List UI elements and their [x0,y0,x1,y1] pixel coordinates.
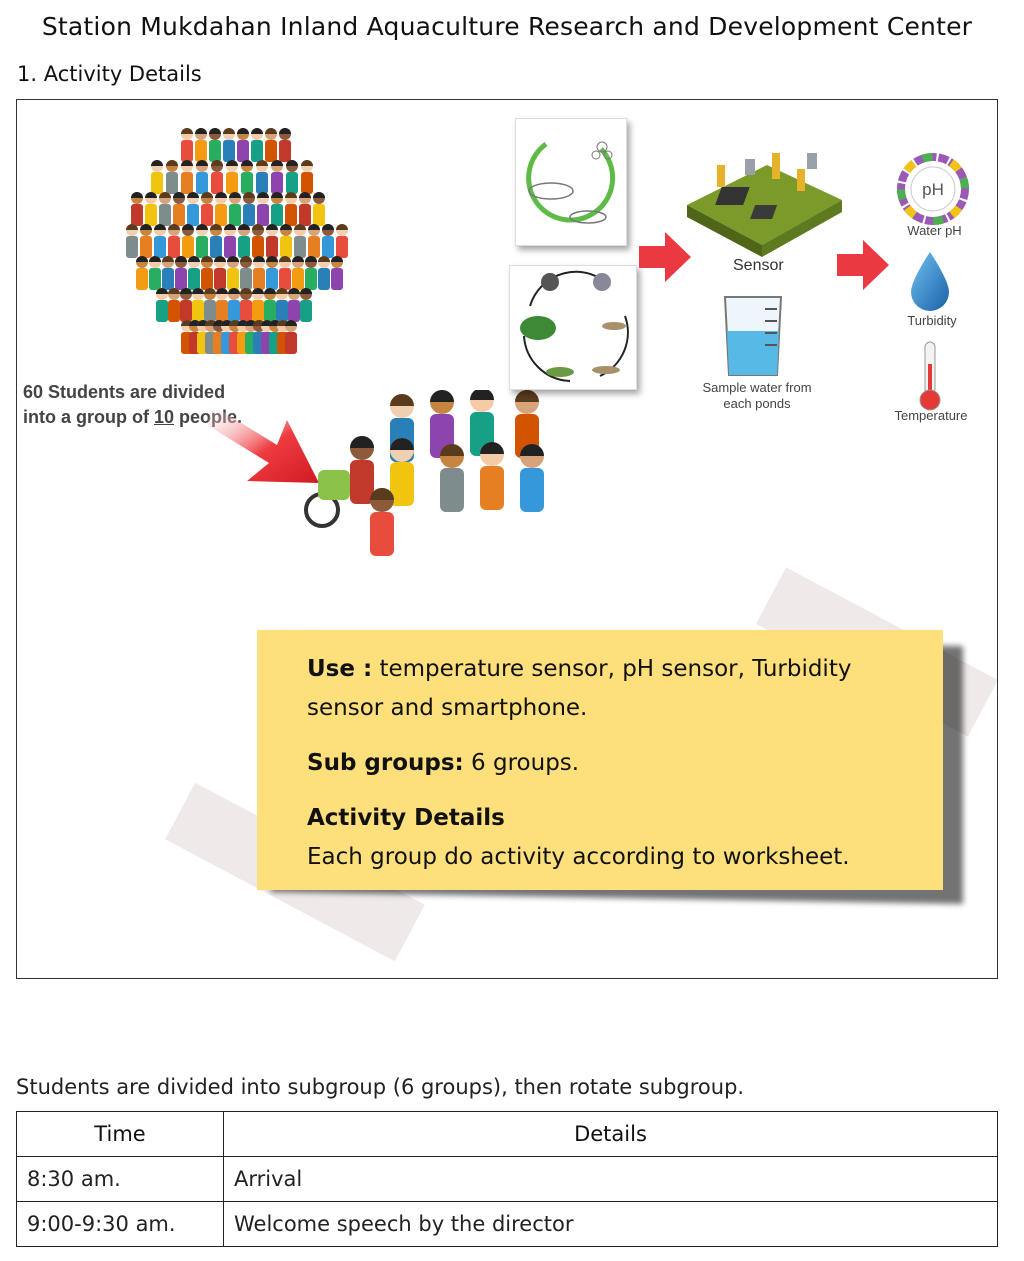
water-beaker-icon [723,296,783,376]
table-header-time: Time [16,1111,224,1157]
water-drop-icon [911,252,949,311]
sensor-board-icon [687,153,842,257]
beaker-caption-line1: Sample water from [702,380,812,395]
red-arrow-icon [639,232,691,282]
big-red-arrow-icon [207,405,319,483]
thermometer-icon [919,341,941,411]
turbidity-label: Turbidity [907,313,957,328]
section-heading: 1. Activity Details [17,62,202,86]
temperature-label: Temperature [894,408,968,423]
beaker-caption-line2: each ponds [723,396,791,411]
note-activity-text: Each group do activity according to work… [307,844,850,870]
sensor-label: Sensor [733,257,784,274]
note-use-text: temperature sensor, pH sensor, Turbidity… [307,656,852,721]
note-use-label: Use : [307,656,373,682]
table-cell-details: Welcome speech by the director [223,1201,998,1247]
note-subgroups: Sub groups: 6 groups. [307,744,907,783]
kids-group-illustration [304,390,544,556]
ph-sensor-icon: pH [897,153,969,225]
table-header-details: Details [223,1111,998,1157]
fish-lifecycle-icon [526,141,616,224]
water-ph-label: Water pH [907,223,962,238]
crowd-caption-line1: 60 Students are divided [23,382,226,402]
table-header-row: Time Details [16,1111,998,1157]
activity-illustration-frame: 60 Students are divided into a group of … [16,99,998,979]
page-title: Station Mukdahan Inland Aquaculture Rese… [41,12,973,41]
frog-lifecycle-icon [520,270,629,382]
fish-lifecycle-card [515,118,627,246]
table-row: 8:30 am. Arrival [16,1156,998,1202]
note-use: Use : temperature sensor, pH sensor, Tur… [307,650,907,728]
sticky-note: Use : temperature sensor, pH sensor, Tur… [257,630,943,890]
schedule-intro: Students are divided into subgroup (6 gr… [16,1075,745,1099]
table-cell-details: Arrival [223,1156,998,1202]
crowd-caption-group-size: 10 [153,407,175,427]
crowd-caption-prefix: into a group of [23,407,154,427]
ph-icon-text: pH [922,180,944,199]
beaker-caption: Sample water from each ponds [697,380,817,412]
red-arrow-icon [837,240,889,290]
note-subgroups-text: 6 groups. [463,750,580,776]
schedule-table: Time Details 8:30 am. Arrival 9:00-9:30 … [16,1111,998,1247]
note-activity: Activity Details Each group do activity a… [307,799,907,877]
note-body: Use : temperature sensor, pH sensor, Tur… [307,650,907,893]
note-activity-label: Activity Details [307,805,505,831]
table-cell-time: 9:00-9:30 am. [16,1201,224,1247]
note-subgroups-label: Sub groups: [307,750,464,776]
table-row: 9:00-9:30 am. Welcome speech by the dire… [16,1201,998,1247]
crowd-illustration [126,128,348,354]
table-cell-time: 8:30 am. [16,1156,224,1202]
frog-lifecycle-card [509,265,637,390]
